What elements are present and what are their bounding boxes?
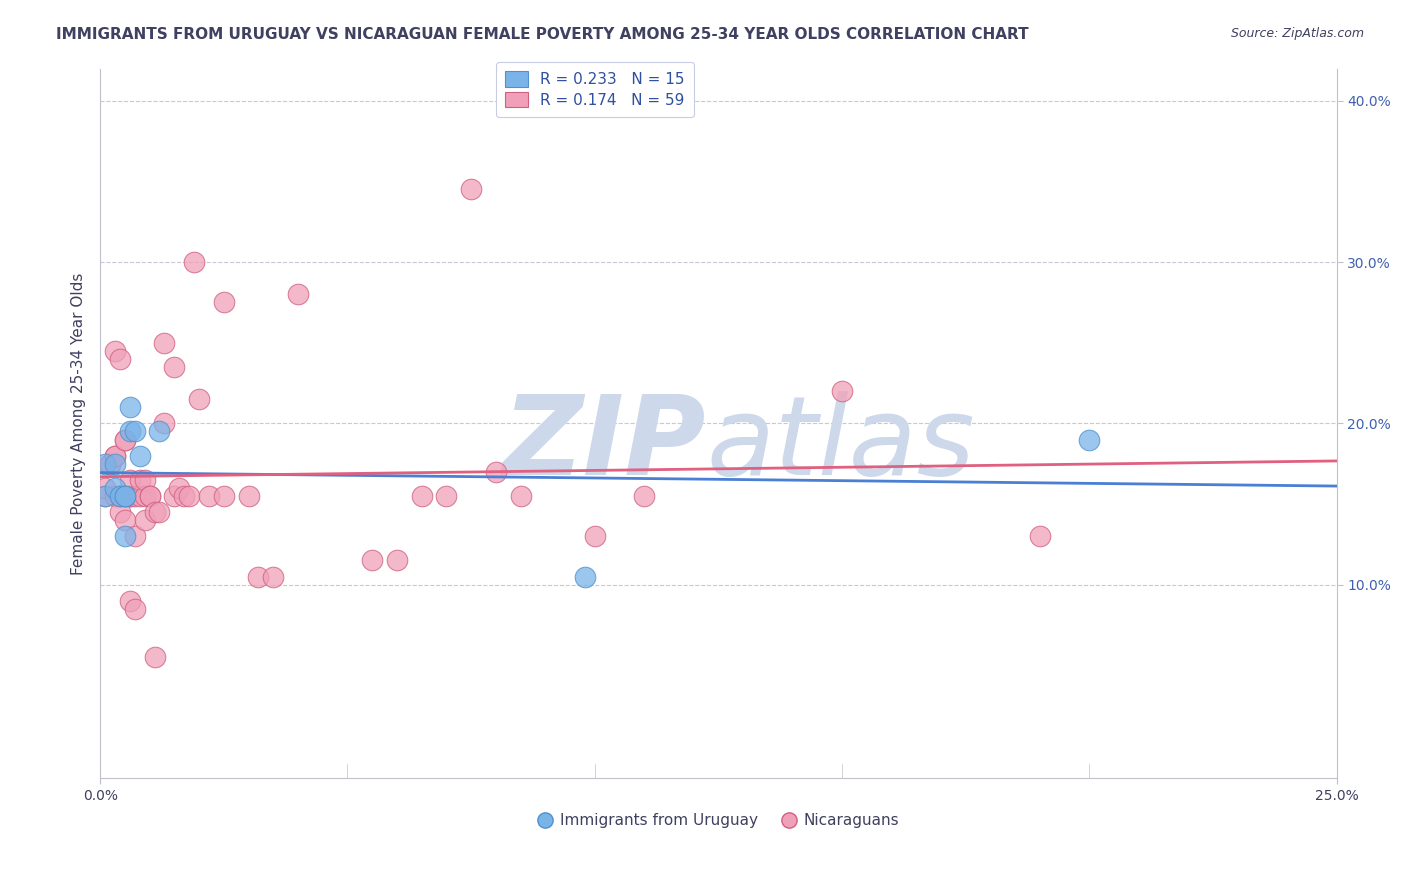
Text: atlas: atlas bbox=[706, 392, 974, 498]
Point bbox=[118, 489, 141, 503]
Point bbox=[574, 569, 596, 583]
Point bbox=[163, 489, 186, 503]
Point bbox=[108, 351, 131, 366]
Point bbox=[633, 489, 655, 503]
Point bbox=[153, 335, 176, 350]
Point bbox=[831, 384, 853, 398]
Point bbox=[173, 489, 195, 503]
Point bbox=[247, 569, 270, 583]
Point bbox=[94, 481, 117, 495]
Point bbox=[287, 287, 309, 301]
Point bbox=[169, 481, 191, 495]
Point bbox=[179, 489, 201, 503]
Point bbox=[163, 359, 186, 374]
Point bbox=[114, 489, 136, 503]
Point bbox=[98, 457, 121, 471]
Point bbox=[583, 529, 606, 543]
Point bbox=[385, 553, 408, 567]
Point bbox=[262, 569, 284, 583]
Point bbox=[153, 417, 176, 431]
Point bbox=[118, 401, 141, 415]
Point bbox=[212, 489, 235, 503]
Point bbox=[104, 449, 127, 463]
Point bbox=[124, 602, 146, 616]
Point bbox=[108, 489, 131, 503]
Point bbox=[118, 473, 141, 487]
Point bbox=[238, 489, 260, 503]
Point bbox=[94, 489, 117, 503]
Text: ZIP: ZIP bbox=[502, 392, 706, 498]
Point bbox=[104, 449, 127, 463]
Point bbox=[94, 457, 117, 471]
Point bbox=[108, 489, 131, 503]
Point bbox=[143, 650, 166, 665]
Text: Source: ZipAtlas.com: Source: ZipAtlas.com bbox=[1230, 27, 1364, 40]
Point bbox=[94, 489, 117, 503]
Point bbox=[114, 529, 136, 543]
Text: IMMIGRANTS FROM URUGUAY VS NICARAGUAN FEMALE POVERTY AMONG 25-34 YEAR OLDS CORRE: IMMIGRANTS FROM URUGUAY VS NICARAGUAN FE… bbox=[56, 27, 1029, 42]
Point bbox=[118, 489, 141, 503]
Point bbox=[1029, 529, 1052, 543]
Point bbox=[128, 489, 150, 503]
Point bbox=[118, 425, 141, 439]
Point bbox=[460, 182, 482, 196]
Point bbox=[108, 505, 131, 519]
Point bbox=[124, 529, 146, 543]
Point bbox=[434, 489, 457, 503]
Point bbox=[138, 489, 160, 503]
Point bbox=[134, 473, 156, 487]
Point bbox=[212, 295, 235, 310]
Point bbox=[114, 489, 136, 503]
Point bbox=[104, 457, 127, 471]
Point bbox=[188, 392, 211, 407]
Point bbox=[148, 425, 170, 439]
Point bbox=[118, 594, 141, 608]
Point bbox=[1078, 433, 1101, 447]
Point bbox=[128, 449, 150, 463]
Point bbox=[114, 433, 136, 447]
Point bbox=[104, 489, 127, 503]
Point bbox=[485, 465, 508, 479]
Point bbox=[114, 489, 136, 503]
Point bbox=[124, 425, 146, 439]
Point bbox=[104, 481, 127, 495]
Point bbox=[114, 513, 136, 527]
Point bbox=[128, 473, 150, 487]
Point bbox=[138, 489, 160, 503]
Point bbox=[198, 489, 221, 503]
Point bbox=[114, 433, 136, 447]
Point bbox=[411, 489, 433, 503]
Point bbox=[134, 513, 156, 527]
Point bbox=[98, 457, 121, 471]
Point bbox=[183, 255, 205, 269]
Point bbox=[124, 489, 146, 503]
Legend: Immigrants from Uruguay, Nicaraguans: Immigrants from Uruguay, Nicaraguans bbox=[531, 807, 905, 834]
Point bbox=[148, 505, 170, 519]
Point bbox=[143, 505, 166, 519]
Y-axis label: Female Poverty Among 25-34 Year Olds: Female Poverty Among 25-34 Year Olds bbox=[72, 272, 86, 574]
Point bbox=[134, 489, 156, 503]
Point bbox=[509, 489, 531, 503]
Point bbox=[361, 553, 384, 567]
Point bbox=[104, 343, 127, 358]
